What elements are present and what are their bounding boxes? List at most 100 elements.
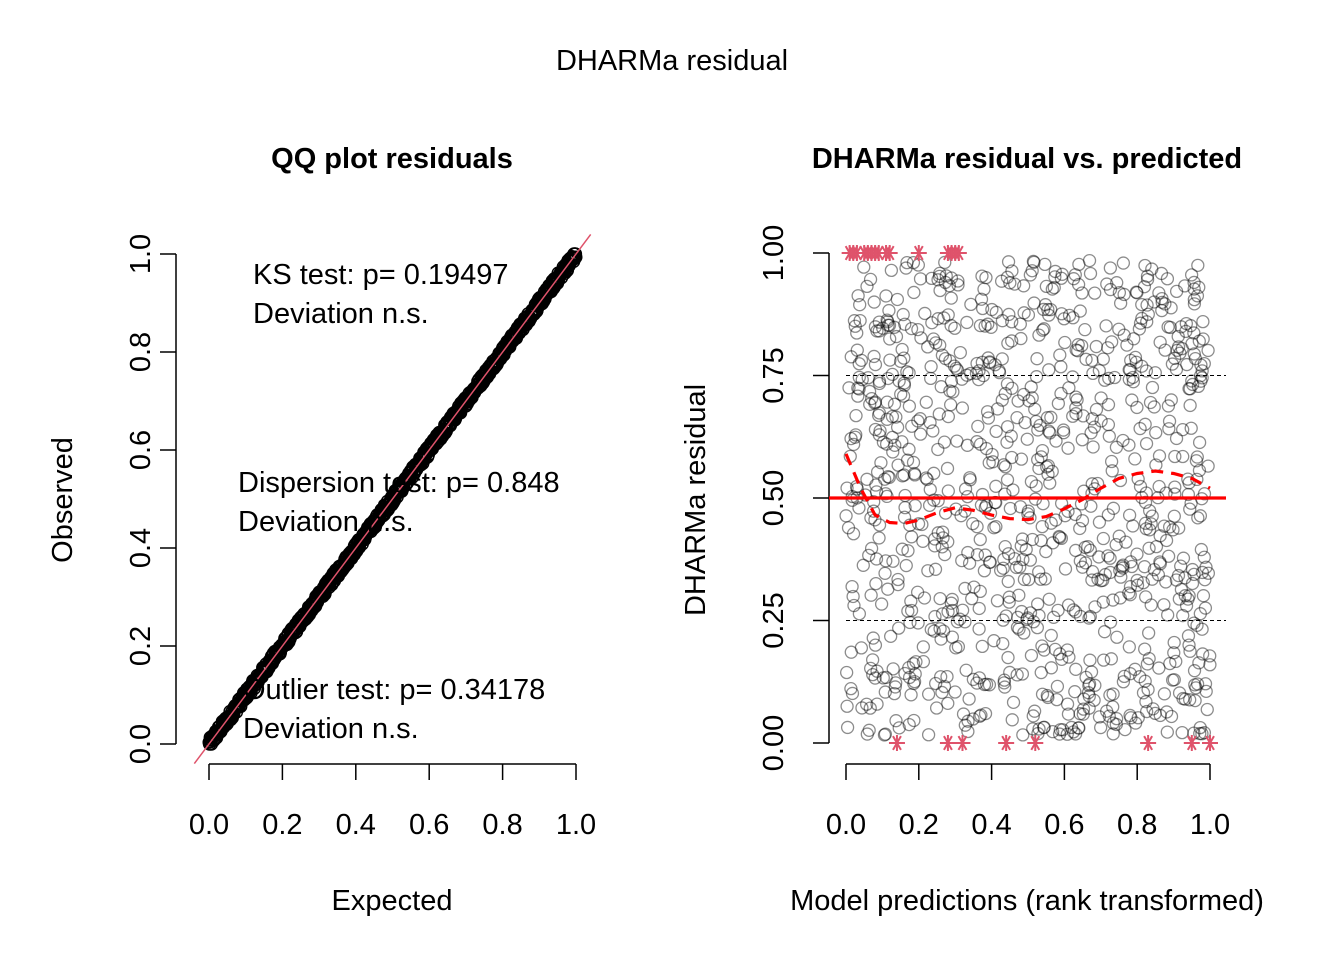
residual-point: [1099, 319, 1113, 333]
residual-point: [1079, 670, 1093, 685]
residual-point: [1001, 574, 1015, 589]
residual-point: [1027, 296, 1041, 310]
residual-point: [844, 645, 858, 659]
residual-point: [1073, 304, 1087, 318]
residual-point: [1020, 612, 1034, 627]
residual-point: [844, 350, 858, 364]
residual-point: [1089, 402, 1104, 417]
residual-point: [1001, 547, 1016, 561]
residual-point: [1046, 725, 1060, 739]
residual-point: [907, 676, 921, 691]
residual-point: [903, 518, 917, 532]
residual-point: [975, 487, 990, 502]
residual-y-tick-label: 0.00: [758, 715, 790, 771]
residual-point: [1169, 284, 1184, 299]
residual-point: [916, 534, 930, 548]
residual-point: [960, 438, 975, 452]
residual-point: [1125, 559, 1139, 574]
residual-point: [1180, 357, 1194, 372]
residual-point: [1183, 693, 1197, 707]
residual-point: [908, 468, 922, 482]
residual-point: [938, 351, 953, 366]
residual-point: [919, 395, 933, 409]
residual-point: [1155, 303, 1169, 318]
residual-point: [951, 363, 965, 378]
residual-point: [972, 372, 986, 387]
residual-point: [1075, 286, 1089, 300]
residual-point: [935, 348, 950, 362]
residual-point: [1008, 277, 1022, 291]
residual-point: [1197, 487, 1212, 501]
residual-point: [1174, 582, 1189, 597]
residual-point: [1152, 286, 1166, 300]
residual-point: [881, 371, 895, 386]
residual-point: [1144, 598, 1158, 612]
qq-y-tick-label: 0.0: [125, 724, 157, 764]
residual-point: [1191, 379, 1206, 394]
residual-point: [944, 318, 958, 333]
residual-point: [1148, 706, 1162, 721]
residual-point: [1050, 679, 1065, 694]
residual-point: [975, 355, 989, 369]
residual-point: [920, 472, 934, 487]
residual-point: [851, 389, 865, 403]
residual-point: [972, 671, 987, 685]
residual-point: [1022, 394, 1036, 408]
residual-point: [860, 472, 874, 486]
residual-point: [913, 272, 928, 286]
residual-point: [1169, 362, 1184, 377]
residual-point: [1083, 653, 1097, 667]
residual-point: [941, 535, 955, 549]
residual-point: [845, 686, 860, 701]
residual-point: [944, 374, 959, 389]
residual-point: [884, 263, 899, 278]
residual-point: [987, 521, 1001, 535]
residual-point: [872, 374, 887, 388]
residual-point: [1014, 604, 1029, 619]
residual-point: [1139, 695, 1153, 709]
residual-point: [907, 713, 921, 728]
residual-point: [902, 442, 916, 456]
residual-point: [921, 687, 936, 701]
residual-point: [960, 315, 974, 330]
residual-point: [1101, 508, 1115, 522]
residual-point: [1193, 369, 1208, 383]
residual-point: [841, 521, 856, 535]
residual-point: [1140, 657, 1155, 671]
residual-point: [1024, 648, 1039, 663]
residual-point: [1199, 684, 1213, 699]
residual-point: [1145, 262, 1159, 276]
residual-point: [1071, 721, 1086, 735]
residual-point: [1085, 573, 1099, 587]
residual-point: [1149, 539, 1164, 554]
residual-point: [890, 420, 905, 434]
residual-point: [889, 676, 903, 690]
residual-point: [1142, 523, 1157, 537]
residual-point: [844, 431, 858, 446]
residual-point: [851, 381, 865, 395]
residual-point: [851, 289, 865, 303]
residual-point: [934, 380, 948, 394]
residual-point: [1102, 709, 1116, 723]
residual-point: [921, 564, 935, 578]
residual-point: [963, 473, 977, 487]
residual-point: [881, 582, 895, 596]
residual-point: [886, 445, 900, 459]
residual-point: [989, 520, 1003, 534]
residual-point: [1152, 661, 1166, 675]
residual-point: [891, 572, 905, 587]
residual-point: [1161, 320, 1175, 334]
residual-point: [1025, 264, 1039, 278]
residual-point: [1183, 382, 1197, 396]
residual-point: [1013, 317, 1027, 331]
residual-point: [1138, 516, 1153, 530]
residual-point: [1042, 592, 1056, 606]
residual-point: [897, 376, 911, 390]
residual-point: [951, 278, 965, 292]
residual-point: [1053, 348, 1067, 362]
residual-point: [857, 260, 871, 274]
residual-point: [1068, 605, 1083, 619]
qq-reference-line-path: [193, 233, 592, 765]
residual-x-tick-label: 1.0: [1190, 809, 1230, 841]
residual-point: [994, 274, 1009, 288]
